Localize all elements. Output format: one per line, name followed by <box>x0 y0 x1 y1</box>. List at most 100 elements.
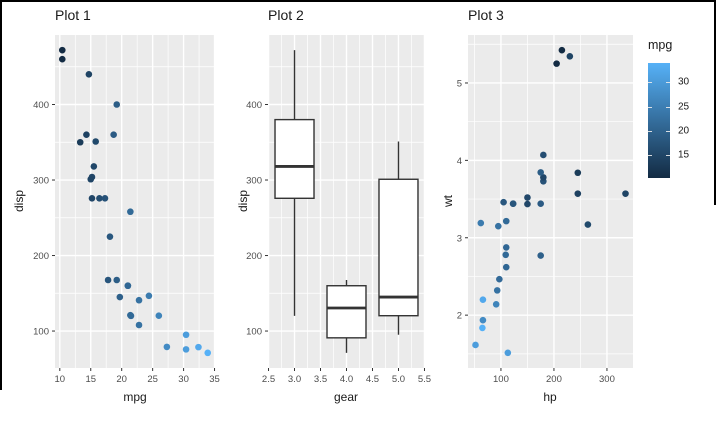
data-point <box>90 163 98 170</box>
x-tick-label: 3.5 <box>314 374 327 385</box>
data-point <box>195 343 202 351</box>
y-tick-label: 300 <box>33 176 49 187</box>
panel-background <box>55 35 215 368</box>
data-point <box>537 169 544 176</box>
legend-tick-mark <box>666 155 670 157</box>
y-tick-label: 400 <box>33 100 49 111</box>
data-point <box>479 324 486 332</box>
data-point <box>163 343 171 351</box>
x-tick-label: 3.0 <box>288 374 301 385</box>
legend: mpg 30 25 20 15 <box>648 38 716 193</box>
y-tick-label: 200 <box>33 251 49 262</box>
x-tick-label: 15 <box>85 374 96 385</box>
x-tick-label: 2.5 <box>262 374 275 385</box>
data-point <box>76 138 84 146</box>
data-point <box>574 169 582 177</box>
panel-plot1: 10 15 20 25 30 35 100 200 300 400 <box>33 35 220 385</box>
plot3-title: Plot 3 <box>468 7 504 23</box>
x-tick-label: 35 <box>209 374 220 385</box>
x-tick-label: 25 <box>147 374 158 385</box>
data-point <box>502 217 510 225</box>
data-point <box>85 71 93 78</box>
x-tick-label: 300 <box>599 374 615 385</box>
data-point <box>566 52 574 60</box>
legend-title: mpg <box>648 38 673 52</box>
data-point <box>101 194 109 202</box>
legend-tick-label: 15 <box>678 149 690 161</box>
y-tick-label: 200 <box>246 251 262 262</box>
data-point <box>127 311 134 319</box>
boxplot-box <box>378 178 419 317</box>
data-point <box>83 131 90 139</box>
gridlines <box>55 35 216 368</box>
x-tick-label: 200 <box>546 374 562 385</box>
data-point <box>124 282 132 290</box>
data-point <box>58 55 66 63</box>
plot3-x-axis-title: hp <box>543 390 557 404</box>
plot1-x-axis-title: mpg <box>123 390 147 404</box>
y-tick-label: 3 <box>457 233 462 244</box>
data-point <box>96 194 103 202</box>
data-point <box>494 222 502 230</box>
legend-gradient-bar <box>648 63 670 178</box>
boxplot-box <box>326 285 367 339</box>
legend-tick-mark <box>666 131 670 133</box>
y-tick-label: 2 <box>457 311 462 322</box>
axis-ticks: 10 15 20 25 30 35 100 200 300 400 <box>33 100 220 385</box>
boxplot-box <box>274 118 315 199</box>
axis-ticks: 2.5 3.0 3.5 4.0 4.5 5.0 5.5 100 200 300 400 <box>246 100 431 385</box>
legend-tick-mark <box>648 106 652 108</box>
data-point <box>88 194 96 202</box>
data-point <box>479 316 487 324</box>
data-point <box>110 131 117 139</box>
data-point <box>479 296 487 303</box>
data-point <box>204 349 212 357</box>
data-point <box>472 341 479 349</box>
data-point <box>537 252 544 259</box>
legend-tick-label: 20 <box>678 125 690 137</box>
x-tick-label: 100 <box>493 374 509 385</box>
data-point <box>106 233 114 240</box>
x-tick-label: 5.5 <box>418 374 431 385</box>
data-point <box>116 293 124 301</box>
data-point <box>92 138 99 145</box>
data-point <box>502 263 510 271</box>
x-tick-label: 4.5 <box>366 374 379 385</box>
data-point <box>493 287 501 294</box>
legend-tick-mark <box>648 131 652 133</box>
x-tick-label: 5.0 <box>392 374 405 385</box>
data-point <box>182 346 190 353</box>
data-point <box>113 276 121 284</box>
data-point <box>500 198 507 206</box>
y-tick-label: 100 <box>33 327 49 338</box>
x-tick-label: 10 <box>55 374 66 385</box>
data-point <box>558 46 566 54</box>
legend-tick-mark <box>666 106 670 108</box>
x-tick-label: 4.0 <box>340 374 353 385</box>
x-tick-label: 20 <box>116 374 127 385</box>
data-point <box>502 244 510 251</box>
data-point <box>502 251 510 259</box>
data-point <box>584 221 592 228</box>
data-point <box>509 200 517 208</box>
data-point <box>496 275 503 283</box>
data-point <box>524 194 531 201</box>
legend-tick-label: 30 <box>678 76 690 88</box>
window-frame-right <box>714 0 716 205</box>
data-point <box>540 174 547 181</box>
y-tick-label: 4 <box>457 156 462 167</box>
data-point <box>622 190 629 197</box>
window-frame-top <box>0 0 716 2</box>
data-point <box>135 296 143 304</box>
y-tick-label: 100 <box>246 327 262 338</box>
plot1-title: Plot 1 <box>55 7 91 23</box>
data-point <box>540 151 547 159</box>
data-point <box>127 208 134 216</box>
legend-tick-mark <box>648 82 652 84</box>
legend-tick-mark <box>666 82 670 84</box>
data-point <box>87 175 95 183</box>
data-point <box>155 312 163 320</box>
panel-plot3: 100 200 300 2 3 4 5 <box>457 35 633 385</box>
